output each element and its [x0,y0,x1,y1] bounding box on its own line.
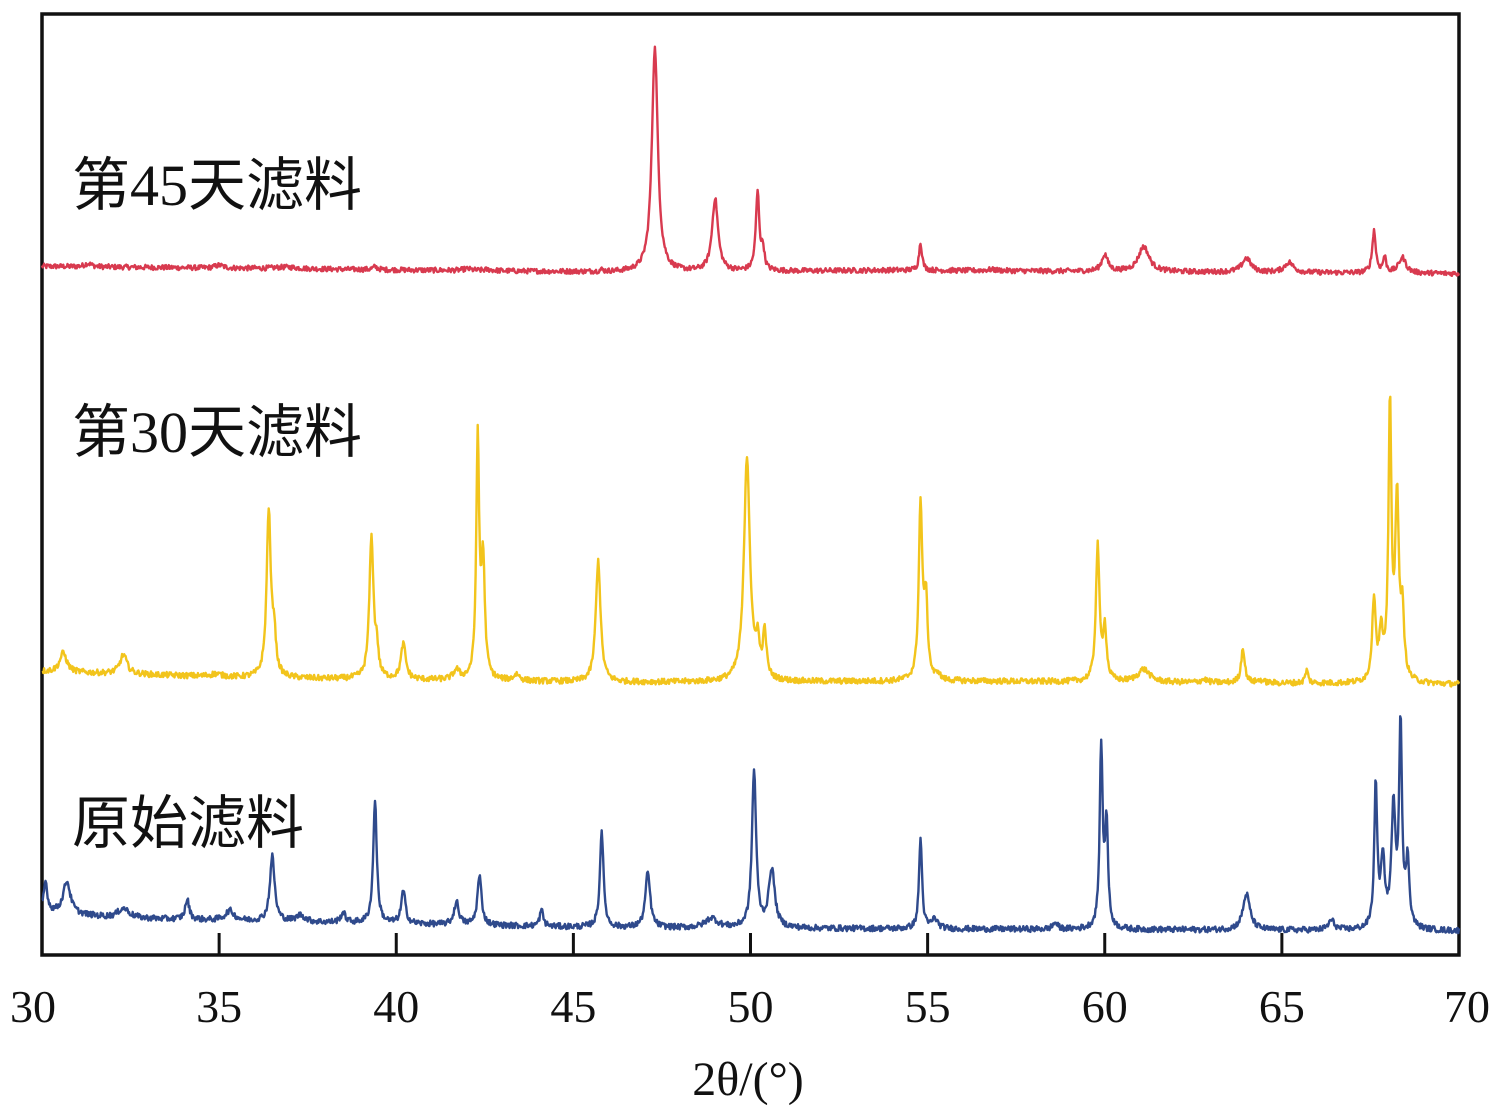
x-tick-label: 30 [10,981,56,1032]
x-tick-label: 60 [1082,981,1128,1032]
x-tick-label: 70 [1444,981,1490,1032]
series-line-3 [41,715,1461,935]
x-tick-label: 35 [196,981,242,1032]
series-line-2 [41,395,1461,688]
x-tick-label: 45 [550,981,596,1032]
series-label-day30: 第30天滤料 [72,400,362,465]
x-tick-label: 65 [1259,981,1305,1032]
x-tick-label: 55 [905,981,951,1032]
series-label-original: 原始滤料 [72,791,304,856]
x-tick-label: 50 [728,981,774,1032]
x-tick-label: 40 [373,981,419,1032]
x-axis-label: 2θ/(°) [692,1053,804,1106]
series-line-1 [40,45,1461,277]
x-axis-ticks: 30 35 40 45 50 55 60 65 70 [10,933,1490,1032]
series-label-day45: 第45天滤料 [72,153,362,218]
series-group [40,45,1461,935]
